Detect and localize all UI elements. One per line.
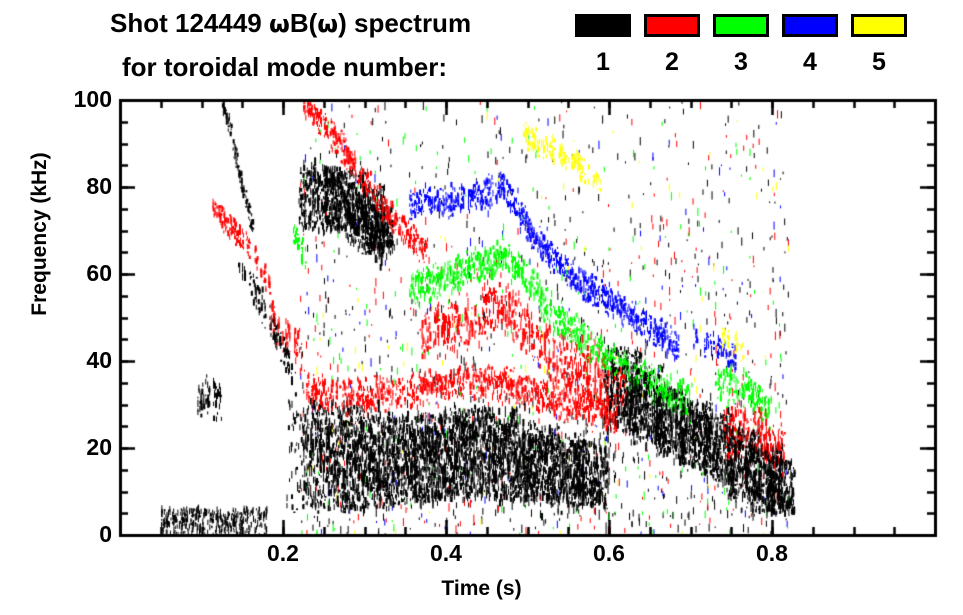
x-tick-label-04: 0.4: [430, 540, 462, 566]
figure-title-line-1: Shot 124449 ωB(ω) spectrum: [110, 8, 471, 39]
legend: 1 2 3 4 5: [575, 14, 907, 75]
spectrogram-plot-area: [120, 100, 935, 535]
y-axis-label: Frequency (kHz): [28, 152, 51, 316]
omega-symbol-1: ω: [268, 10, 290, 38]
y-tick-label-40: 40: [86, 347, 112, 373]
x-tick-label-06: 0.6: [593, 540, 625, 566]
figure-title-line-2: for toroidal mode number:: [122, 52, 447, 82]
x-axis-label: Time (s): [441, 577, 522, 600]
legend-swatch-mode-1: [575, 14, 631, 37]
y-tick-label-0: 0: [99, 521, 112, 547]
y-tick-label-60: 60: [86, 260, 112, 286]
legend-swatch-mode-3: [713, 14, 769, 37]
legend-entry-4: 4: [782, 14, 838, 75]
legend-swatch-mode-5: [851, 14, 907, 37]
legend-label-mode-5: 5: [872, 48, 886, 76]
omega-symbol-2: ω: [317, 10, 339, 38]
legend-label-mode-2: 2: [665, 48, 679, 76]
legend-label-mode-4: 4: [803, 48, 817, 76]
legend-label-mode-3: 3: [734, 48, 748, 76]
title-b-text: B(: [289, 8, 318, 38]
x-tick-label-08: 0.8: [756, 540, 788, 566]
legend-label-mode-1: 1: [596, 48, 610, 76]
y-tick-label-100: 100: [73, 86, 112, 112]
title-shot-text: Shot 124449: [110, 8, 269, 38]
legend-entry-5: 5: [851, 14, 907, 75]
y-tick-label-80: 80: [86, 173, 112, 199]
x-tick-label-02: 0.2: [267, 540, 299, 566]
legend-swatch-mode-2: [644, 14, 700, 37]
legend-entry-1: 1: [575, 14, 631, 75]
legend-entry-2: 2: [644, 14, 700, 75]
legend-swatch-mode-4: [782, 14, 838, 37]
y-tick-label-20: 20: [86, 434, 112, 460]
legend-entry-3: 3: [713, 14, 769, 75]
y-tick-labels: 100 80 60 40 20 0: [0, 0, 112, 615]
title-spectrum-text: ) spectrum: [338, 8, 472, 38]
